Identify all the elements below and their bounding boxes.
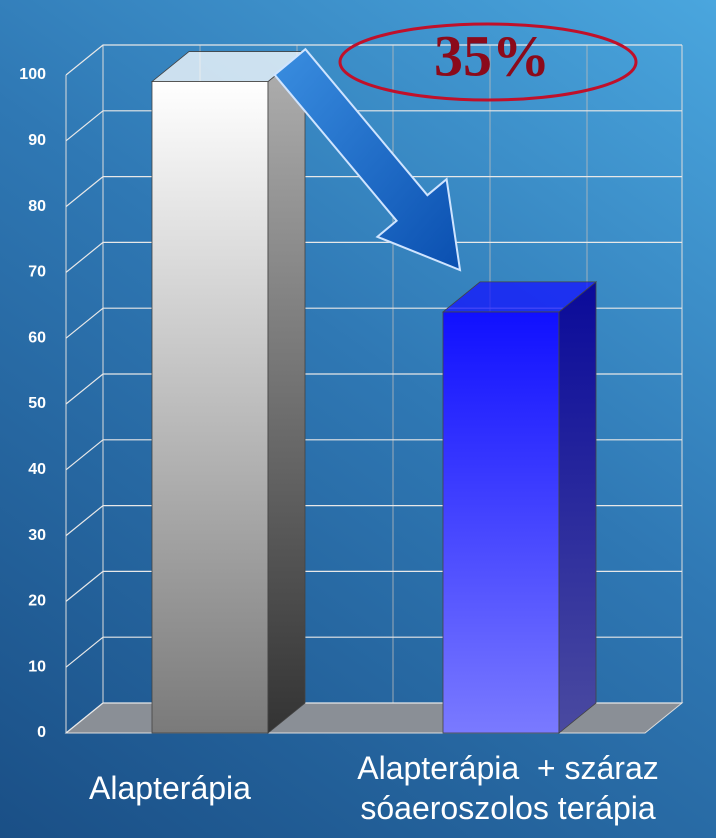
y-tick-label: 80: [28, 198, 46, 215]
y-tick-label: 40: [28, 461, 46, 478]
y-tick-label: 100: [19, 66, 46, 83]
bar: [442, 311, 560, 734]
bar-top: [441, 281, 598, 313]
annotation: 35%: [434, 23, 550, 88]
grid-line: [65, 241, 682, 273]
y-tick-label: 90: [28, 132, 46, 149]
y-tick-label: 20: [28, 593, 46, 610]
x-tick-label: Alapterápia: [89, 770, 251, 806]
y-tick-label: 0: [37, 724, 46, 741]
y-tick-label: 50: [28, 395, 46, 412]
grid-line: [65, 176, 682, 208]
arrow: [273, 47, 462, 272]
y-tick-label: 10: [28, 658, 46, 675]
grid-line: [65, 44, 682, 76]
bar: [151, 81, 269, 734]
y-tick-label: 70: [28, 264, 46, 281]
highlight-ellipse: [338, 22, 638, 102]
bar-side: [267, 50, 306, 734]
y-tick-label: 60: [28, 329, 46, 346]
x-tick-label: Alapterápia + száraz sóaeroszolos terápi…: [357, 750, 668, 826]
y-tick-label: 30: [28, 527, 46, 544]
grid-line: [65, 110, 682, 142]
bar-side: [558, 281, 597, 734]
bars: [150, 50, 598, 734]
